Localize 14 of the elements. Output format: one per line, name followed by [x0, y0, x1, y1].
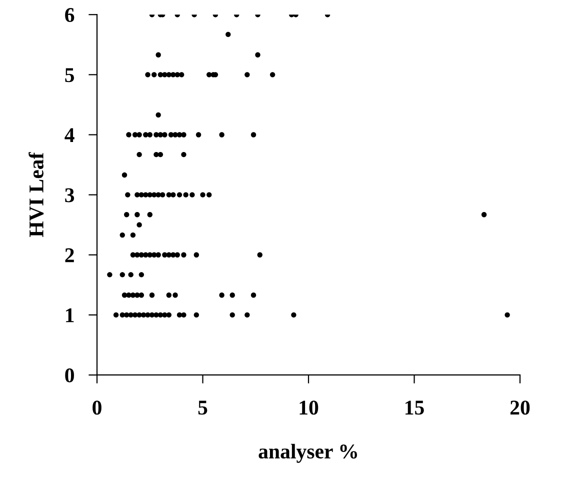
x-axis-title: analyser %: [258, 444, 358, 463]
x-tick-label: 5: [198, 400, 208, 415]
y-tick-label: 3: [65, 188, 74, 202]
y-tick-label: 1: [66, 308, 74, 322]
x-tick-label: 15: [406, 400, 424, 415]
x-tick-label: 0: [92, 400, 102, 415]
y-tick-label: 6: [65, 8, 74, 22]
y-tick-label: 0: [65, 368, 74, 382]
x-tick-label: 10: [300, 400, 318, 415]
y-tick-label: 2: [65, 248, 74, 262]
y-axis-title: HVI Leaf: [28, 152, 44, 237]
y-tick-label: 5: [65, 68, 74, 82]
y-tick-label: 4: [64, 128, 74, 142]
x-tick-label: 20: [510, 400, 530, 415]
